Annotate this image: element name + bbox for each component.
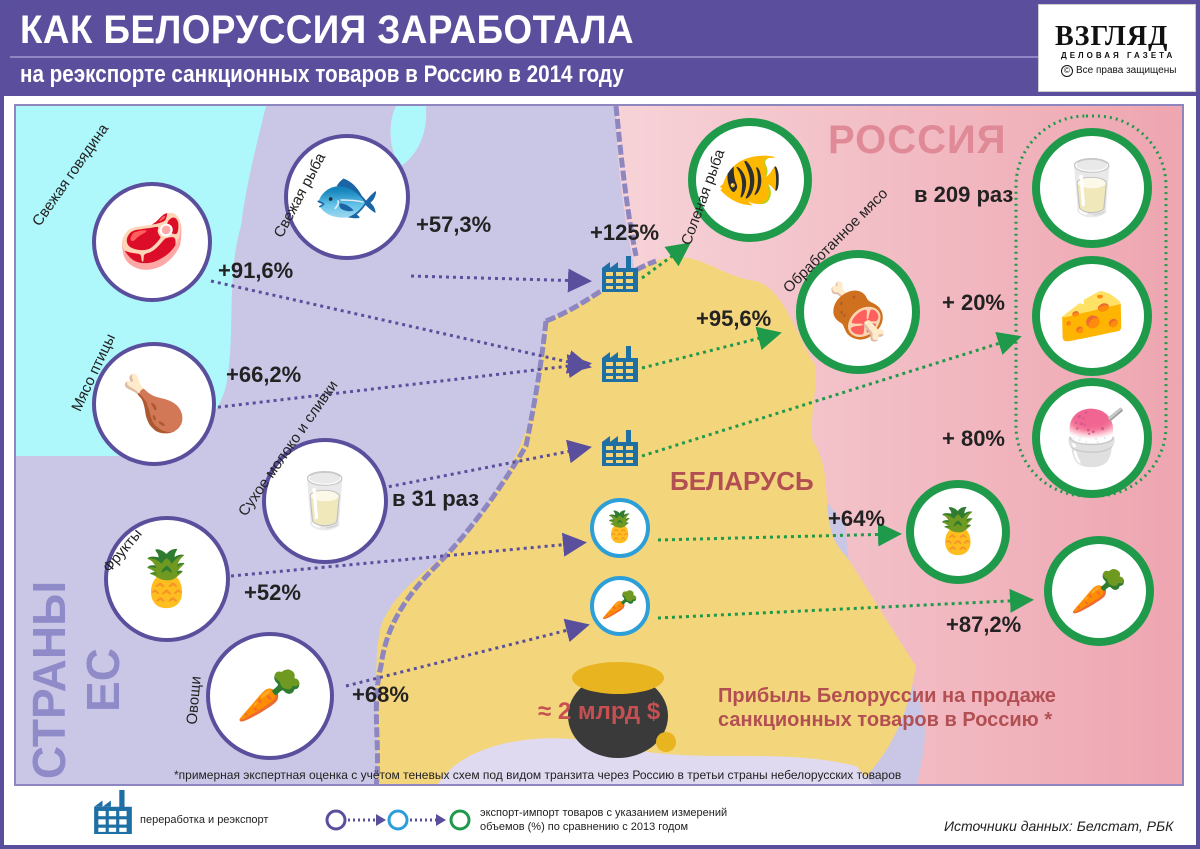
vegetables-icon: 🥕 [1070, 565, 1128, 617]
page-subtitle: на реэкспорте санкционных товаров в Росс… [20, 61, 624, 88]
vegetables-icon: 🥕 [601, 589, 639, 622]
logo-tagline: ДЕЛОВАЯ ГАЗЕТА [1061, 51, 1176, 60]
data-sources: Источники данных: Белстат, РБК [944, 818, 1174, 834]
legend-flow-label: экспорт-импорт товаров с указанием измер… [480, 807, 728, 833]
russia-product-change: +125% [590, 220, 660, 245]
page-title: КАК БЕЛОРУССИЯ ЗАРАБОТАЛА [20, 8, 635, 52]
belarus-transit-fruits: 🍍 [590, 498, 650, 558]
russia-product-change: в 209 раз [914, 182, 1014, 207]
eu-product-vegetables: 🥕 [206, 632, 334, 760]
legend-factory-label: переработка и реэкспорт [140, 814, 269, 826]
header: КАК БЕЛОРУССИЯ ЗАРАБОТАЛА на реэкспорте … [0, 0, 1200, 96]
cream-icon: 🥛 [291, 471, 359, 531]
russia-product-cheese: 🧀 [1032, 256, 1152, 376]
eu-product-poultry: 🍗 [92, 342, 216, 466]
region-label-belarus: БЕЛАРУСЬ [670, 466, 814, 496]
logo-copyright: © Все права защищены [1061, 65, 1176, 77]
eu-product-change: +52% [244, 580, 301, 605]
russia-product-change: +95,6% [696, 306, 772, 331]
profit-amount: ≈ 2 млрд $ [538, 698, 661, 725]
header-divider [10, 56, 1040, 58]
russia-product-change: +64% [828, 506, 885, 531]
profit-description: Прибыль Белоруссии на продаже санкционны… [718, 685, 1056, 731]
russia-product-fruits: 🍍 [906, 480, 1010, 584]
eu-product-change: +57,3% [416, 212, 492, 237]
belarus-transit-vegetables: 🥕 [590, 576, 650, 636]
russia-product-change: + 80% [942, 426, 1005, 451]
beef-icon: 🥩 [118, 212, 186, 272]
eu-product-fruits: 🍍 [104, 516, 230, 642]
logo-wordmark: ВЗГЛЯД [1055, 21, 1169, 52]
russia-product-yogurt: 🍧 [1032, 378, 1152, 498]
salted-fish-icon: 🐠 [716, 150, 784, 210]
factory-icon [602, 256, 638, 292]
milk-icon: 🥛 [1058, 158, 1126, 218]
processed-meat-icon: 🍖 [824, 282, 892, 342]
eu-product-change: +91,6% [218, 258, 294, 283]
fruits-icon: 🍍 [930, 507, 986, 556]
fish-icon: 🐟 [313, 167, 381, 227]
russia-product-processed-meat: 🍖 [796, 250, 920, 374]
legend-factory: переработка и реэкспорт [90, 788, 290, 844]
fruits-icon: 🍍 [601, 511, 639, 544]
fruits-icon: 🍍 [133, 549, 201, 609]
publisher-logo: ВЗГЛЯД ДЕЛОВАЯ ГАЗЕТА © Все права защищен… [1038, 4, 1196, 92]
russia-product-change: +87,2% [946, 612, 1022, 637]
flow-arrows-icon [325, 809, 471, 831]
factory-icon [602, 346, 638, 382]
eu-product-cream: 🥛 [262, 438, 388, 564]
eu-product-change: +68% [352, 682, 409, 707]
russia-product-milk: 🥛 [1032, 128, 1152, 248]
russia-product-change: + 20% [942, 290, 1005, 315]
poultry-icon: 🍗 [120, 374, 188, 434]
footnote: *примерная экспертная оценка с учётом те… [174, 768, 902, 782]
legend-flow [322, 788, 482, 844]
eu-product-beef: 🥩 [92, 182, 212, 302]
factory-icon [602, 430, 638, 466]
map: РОССИЯ БЕЛАРУСЬ СТРАНЫ ЕС 🥩 Свежая говяд… [14, 104, 1184, 786]
cheese-icon: 🧀 [1058, 286, 1126, 346]
copyright-icon: © [1061, 65, 1073, 77]
eu-product-change: +66,2% [226, 362, 302, 387]
vegetables-icon: 🥕 [236, 666, 304, 726]
yogurt-icon: 🍧 [1058, 408, 1126, 468]
russia-product-vegetables: 🥕 [1044, 536, 1154, 646]
region-label-russia: РОССИЯ [828, 118, 1007, 162]
factory-icon [94, 790, 132, 834]
eu-product-change: в 31 раз [392, 486, 480, 511]
russia-product-salted-fish: 🐠 [688, 118, 812, 242]
eu-product-fish: 🐟 [284, 134, 410, 260]
